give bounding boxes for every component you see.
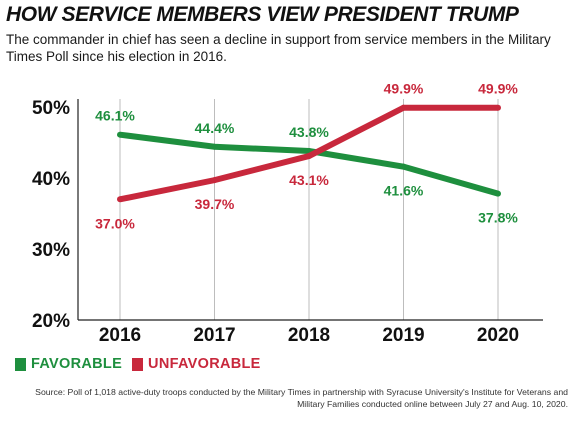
- y-tick-label-20: 20%: [32, 311, 70, 332]
- data-label-unfavorable-2020: 49.9%: [478, 81, 518, 97]
- y-tick-label-30: 30%: [32, 240, 70, 261]
- favorable-swatch: [15, 357, 26, 371]
- point-favorable-2016: [117, 131, 123, 138]
- y-tick-label-50: 50%: [32, 98, 70, 119]
- data-label-unfavorable-2016: 37.0%: [95, 215, 135, 231]
- x-tick-label-2017: 2017: [193, 325, 235, 346]
- x-tick-label-2019: 2019: [382, 325, 424, 346]
- chart-title: HOW SERVICE MEMBERS VIEW PRESIDENT TRUMP: [6, 3, 519, 26]
- point-unfavorable-2017: [211, 177, 218, 184]
- data-label-unfavorable-2018: 43.1%: [289, 172, 329, 188]
- data-label-favorable-2018: 43.8%: [289, 124, 329, 140]
- point-unfavorable-2019: [400, 104, 407, 111]
- data-label-favorable-2019: 41.6%: [384, 183, 424, 199]
- point-favorable-2017: [211, 143, 218, 150]
- x-tick-label-2016: 2016: [99, 325, 141, 346]
- data-label-favorable-2017: 44.4%: [195, 120, 235, 136]
- data-label-favorable-2016: 46.1%: [95, 108, 135, 124]
- point-favorable-2020: [495, 190, 501, 197]
- point-favorable-2019: [400, 163, 407, 170]
- point-unfavorable-2018: [306, 152, 312, 159]
- point-unfavorable-2020: [495, 104, 501, 111]
- unfavorable-swatch: [132, 357, 144, 371]
- data-label-favorable-2020: 37.8%: [478, 210, 518, 226]
- chart-subtitle: The commander in chief has seen a declin…: [6, 32, 551, 64]
- y-tick-label-40: 40%: [32, 169, 70, 190]
- source-note: Source: Poll of 1,018 active-duty troops…: [35, 387, 568, 409]
- data-label-unfavorable-2019: 49.9%: [384, 81, 424, 97]
- legend-item-favorable: FAVORABLE: [15, 356, 122, 372]
- point-unfavorable-2016: [117, 196, 123, 203]
- data-label-unfavorable-2017: 39.7%: [195, 196, 235, 212]
- x-tick-label-2018: 2018: [288, 325, 330, 346]
- legend-label-favorable: FAVORABLE: [31, 356, 123, 372]
- x-tick-label-2020: 2020: [477, 325, 519, 346]
- legend-label-unfavorable: UNFAVORABLE: [148, 356, 261, 372]
- legend-item-unfavorable: UNFAVORABLE: [132, 356, 261, 372]
- chart-legend: FAVORABLE UNFAVORABLE: [15, 356, 271, 372]
